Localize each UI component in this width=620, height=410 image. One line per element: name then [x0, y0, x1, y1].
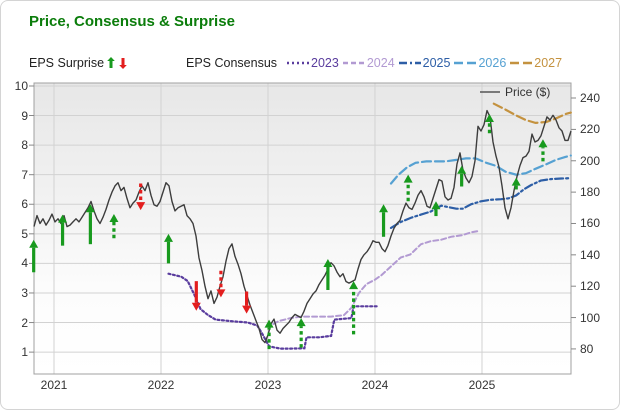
- surprise-arrow-head-miss: [191, 302, 201, 311]
- plot-border: [33, 82, 572, 375]
- consensus-line-2024: [272, 229, 480, 325]
- right-axis-label: 80: [580, 341, 594, 356]
- surprise-arrow-head-beat: [484, 114, 494, 123]
- chart-legend: EPS Surprise EPS Consensus 2023 2024 2025 2…: [29, 56, 611, 72]
- surprise-arrow-head-beat: [457, 165, 467, 174]
- x-axis-label: 2023: [254, 378, 282, 392]
- right-axis-label: 200: [580, 153, 601, 168]
- legend-swatch-2027: [510, 61, 533, 65]
- left-axis-label: 2: [21, 315, 28, 330]
- eps-consensus-legend: EPS Consensus 2023 2024 2025 2026 2027: [186, 56, 562, 70]
- right-axis-label: 140: [580, 247, 601, 262]
- miss-down-arrow-icon: [119, 58, 127, 69]
- surprise-arrow-head-beat: [58, 214, 68, 223]
- consensus-line-2026: [389, 154, 572, 185]
- legend-swatch-2024: [342, 61, 365, 65]
- right-axis-label: 120: [580, 279, 601, 294]
- eps-surprise-label: EPS Surprise: [29, 56, 105, 70]
- surprise-arrow-head-beat: [29, 239, 39, 248]
- price-line: [33, 109, 572, 344]
- x-axis-label: 2021: [40, 378, 68, 392]
- legend-label-2023: 2023: [311, 56, 339, 70]
- surprise-arrow-head-beat: [403, 174, 413, 183]
- beat-up-arrow-icon: [107, 57, 115, 68]
- legend-label-2025: 2025: [422, 56, 451, 70]
- price-line-swatch: [480, 91, 500, 93]
- right-axis-label: 180: [580, 185, 601, 200]
- price-legend-label: Price ($): [505, 85, 551, 99]
- surprise-arrow-head-miss: [136, 202, 146, 211]
- surprise-arrow-head-beat: [163, 233, 173, 242]
- surprise-arrow-head-beat: [431, 201, 441, 210]
- consensus-line-2027: [492, 102, 572, 125]
- left-axis-label: 7: [21, 167, 28, 182]
- legend-item-2026: 2026: [454, 56, 506, 70]
- left-axis-label: 4: [21, 256, 28, 271]
- consensus-series-legend: 2023 2024 2025 2026 2027: [287, 56, 562, 70]
- right-axis-label: 220: [580, 122, 601, 137]
- surprise-arrow-head-beat: [109, 214, 119, 223]
- right-axis-label: 160: [580, 216, 601, 231]
- surprise-arrow-head-beat: [85, 204, 95, 213]
- surprise-arrow-head-beat: [538, 139, 548, 148]
- legend-label-2026: 2026: [478, 56, 507, 70]
- surprise-arrow-head-beat: [296, 318, 306, 327]
- left-axis-label: 3: [21, 285, 28, 300]
- eps-surprise-legend: EPS Surprise: [29, 56, 128, 70]
- right-axis-label: 100: [580, 310, 601, 325]
- legend-label-2024: 2024: [366, 56, 395, 70]
- right-axis-label: 240: [580, 91, 601, 106]
- surprise-arrow-head-beat: [511, 177, 521, 186]
- x-axis-label: 2025: [468, 378, 496, 392]
- surprise-arrow-head-beat: [264, 319, 274, 328]
- chart-title: Price, Consensus & Surprise: [29, 13, 235, 30]
- eps-consensus-label: EPS Consensus: [186, 56, 278, 70]
- surprise-arrow-head-beat: [379, 204, 389, 213]
- left-axis-label: 6: [21, 197, 28, 212]
- price-legend: Price ($): [480, 85, 550, 99]
- left-axis-label: 5: [21, 226, 28, 241]
- legend-label-2027: 2027: [534, 56, 563, 70]
- mini-arrow-head: [119, 65, 127, 69]
- mini-arrow-head: [107, 57, 115, 61]
- left-axis-label: 10: [14, 78, 28, 93]
- legend-item-2023: 2023: [287, 56, 339, 70]
- surprise-arrow-head-miss: [242, 305, 252, 314]
- consensus-line-2025: [389, 177, 572, 229]
- surprise-arrow-head-beat: [349, 281, 359, 290]
- left-axis-label: 9: [21, 108, 28, 123]
- x-axis-label: 2024: [361, 378, 389, 392]
- x-axis-label: 2022: [147, 378, 175, 392]
- surprise-arrow-head-miss: [216, 289, 226, 298]
- left-axis-label: 8: [21, 138, 28, 153]
- legend-swatch-2023: [287, 61, 310, 65]
- legend-swatch-2025: [398, 61, 421, 65]
- legend-item-2027: 2027: [510, 56, 562, 70]
- left-axis-label: 1: [21, 345, 28, 360]
- legend-item-2025: 2025: [398, 56, 451, 70]
- legend-swatch-2026: [454, 61, 477, 65]
- surprise-arrow-head-beat: [323, 258, 333, 267]
- legend-item-2024: 2024: [342, 56, 395, 70]
